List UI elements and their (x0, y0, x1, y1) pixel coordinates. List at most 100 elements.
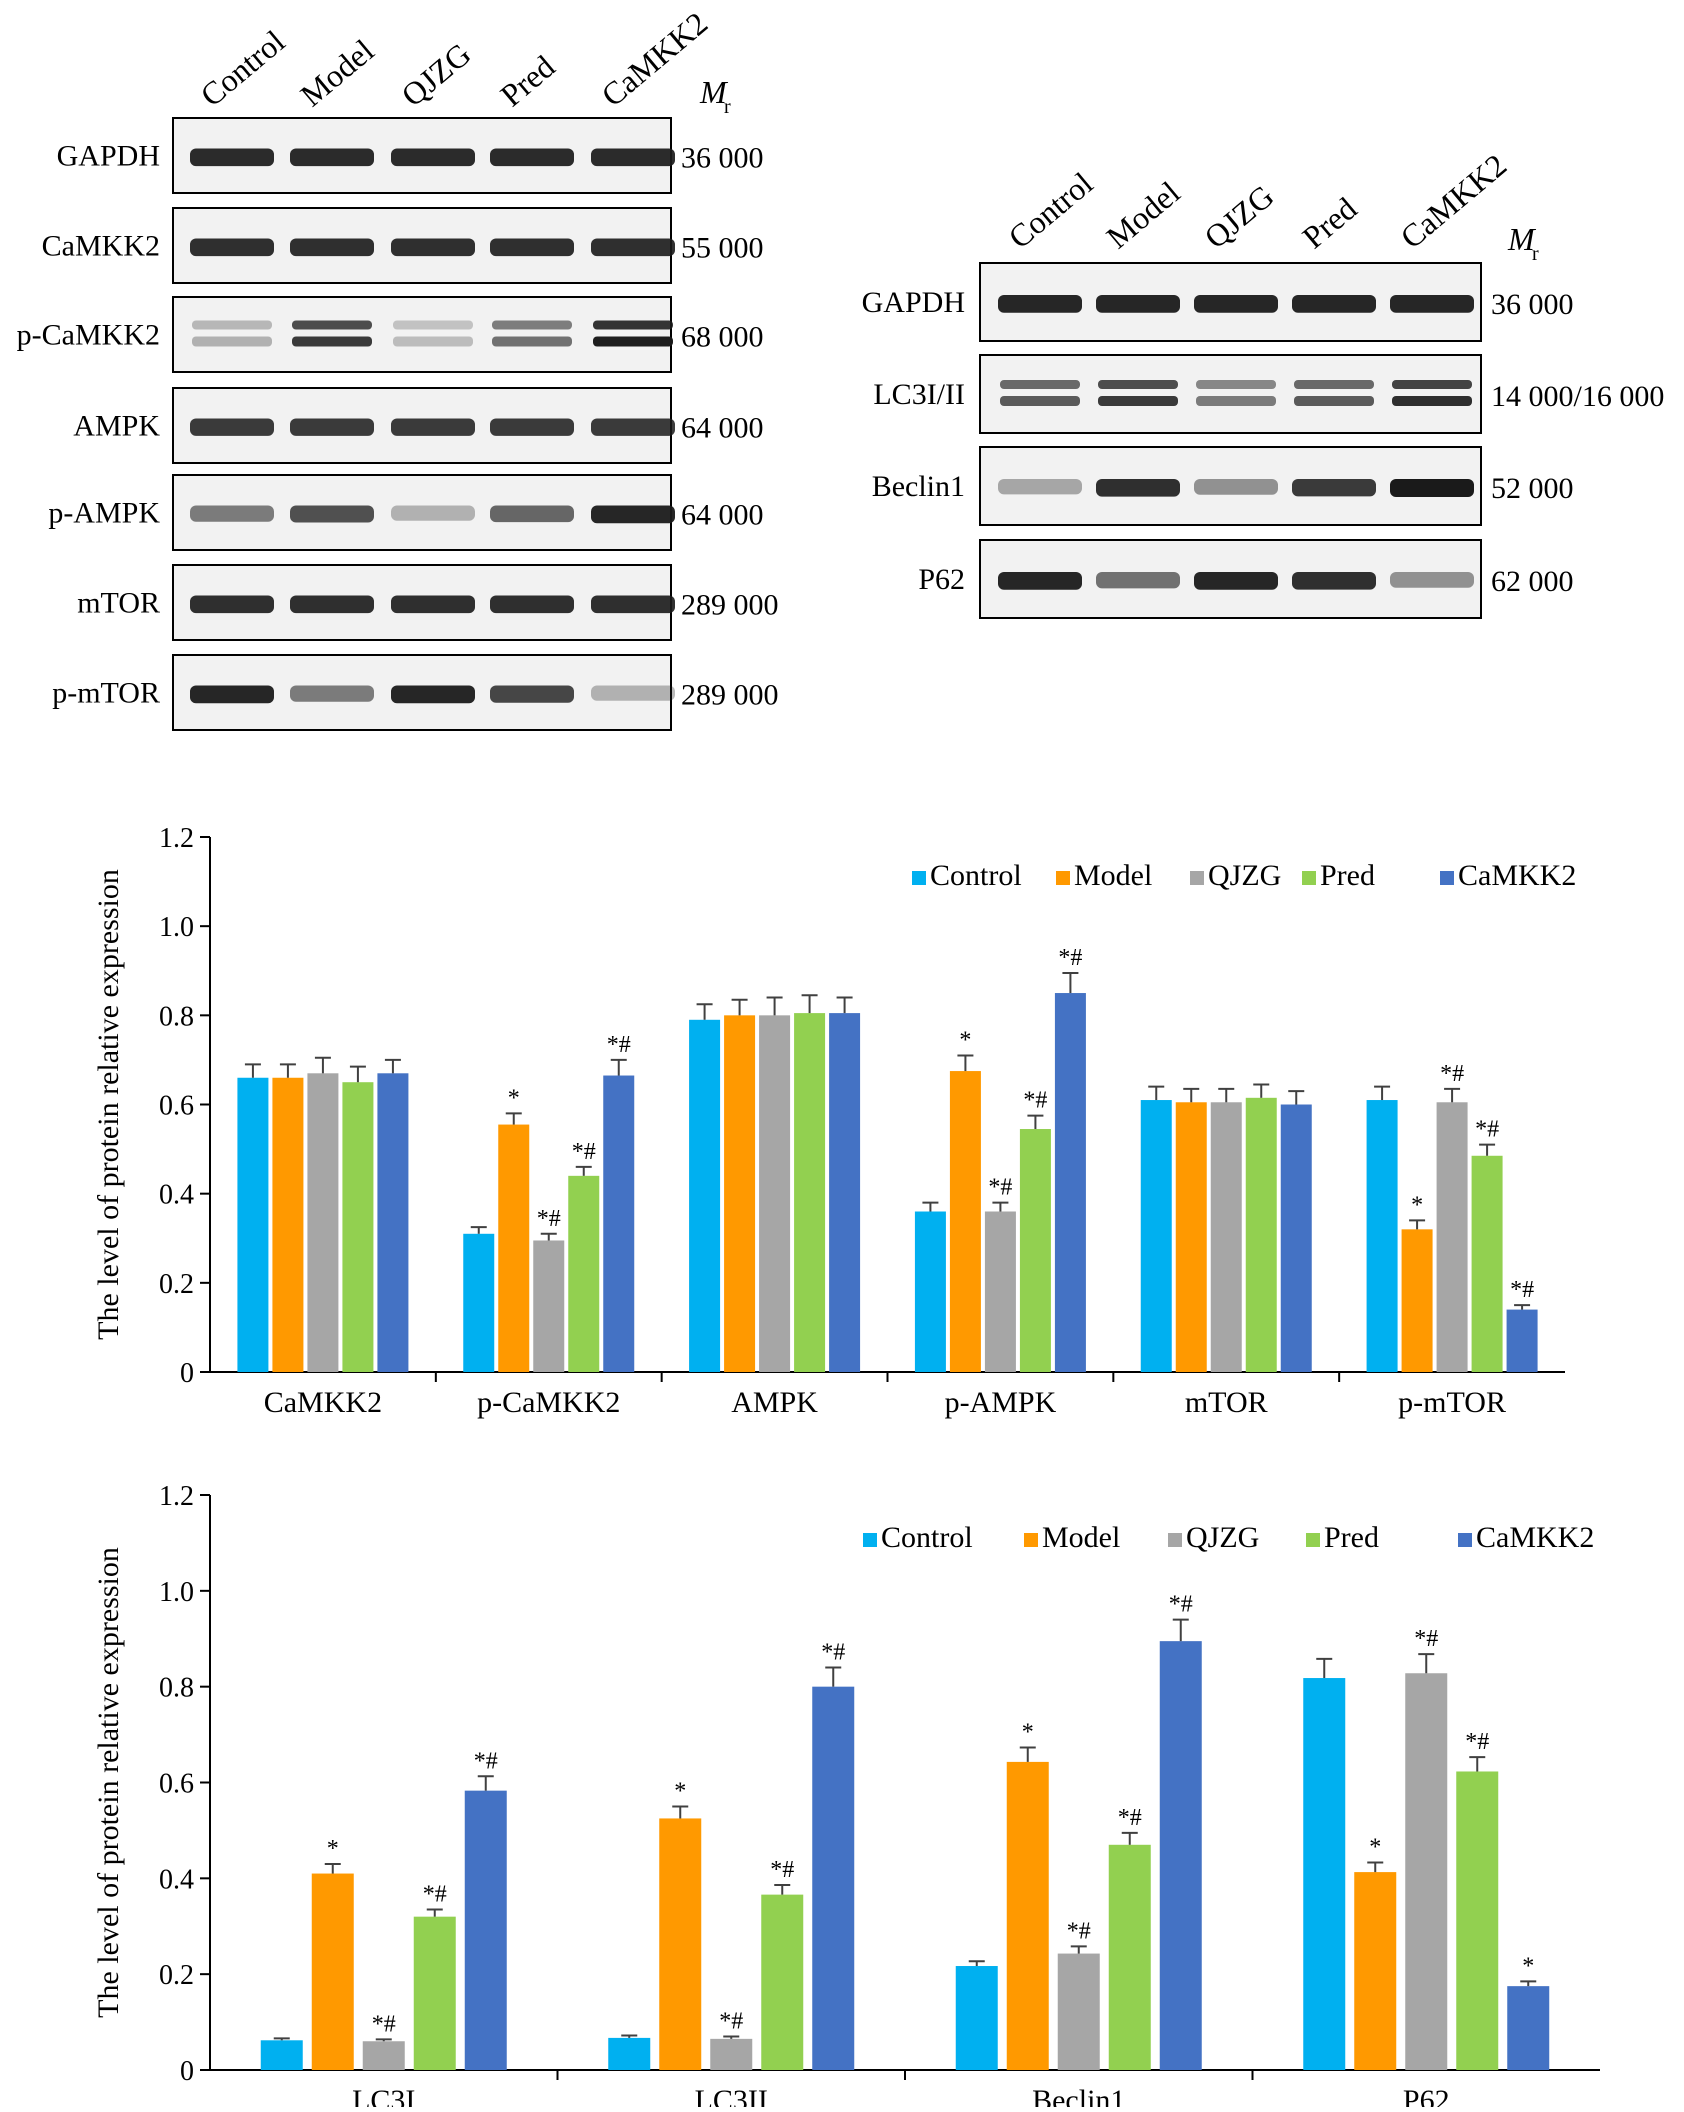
bar (812, 1686, 855, 2070)
bar (1108, 1844, 1151, 2070)
lane-label: CaMKK2 (594, 5, 714, 114)
bar (413, 1916, 456, 2070)
blot-band (998, 295, 1082, 313)
legend-label: Control (930, 859, 1022, 892)
bar (272, 1077, 304, 1372)
y-tick-label: 1.0 (159, 1577, 194, 1608)
blot-band (490, 148, 574, 167)
bar (603, 1075, 635, 1372)
significance-label: *# (474, 1748, 498, 1774)
blot-band (490, 595, 574, 614)
bar (1054, 993, 1086, 1372)
y-tick-label: 0.8 (159, 1673, 194, 1704)
significance-label: *# (1169, 1592, 1193, 1618)
x-tick-label: p-AMPK (945, 1386, 1057, 1419)
significance-label: *# (770, 1857, 794, 1883)
bar (949, 1071, 981, 1372)
blot-row: GAPDH 36 000 (862, 262, 1574, 342)
blot-band (190, 148, 274, 167)
blot-band (1294, 396, 1374, 406)
legend-swatch (1168, 1533, 1182, 1547)
y-tick-label: 0.2 (159, 1960, 194, 1991)
blot-band (1000, 380, 1080, 389)
bar (1471, 1155, 1503, 1372)
mr-label: M (699, 74, 729, 110)
y-tick-label: 1.2 (159, 1481, 194, 1512)
blot-band (1196, 380, 1276, 389)
bar (1245, 1097, 1277, 1372)
blot-band (591, 595, 675, 614)
legend-label: Model (1042, 1521, 1120, 1554)
blot-band (290, 238, 374, 257)
significance-label: *# (821, 1640, 845, 1666)
blot-band (190, 238, 274, 257)
bar (955, 1966, 998, 2070)
mr-subscript: r (724, 96, 731, 118)
x-tick-label: P62 (1403, 2084, 1450, 2107)
blot-band (1196, 396, 1276, 406)
blot-band (1098, 396, 1178, 406)
blot-band (591, 685, 675, 701)
blot-row: LC3I/II 14 000/16 000 (873, 354, 1664, 434)
protein-label: CaMKK2 (42, 230, 160, 263)
legend-swatch (1024, 1533, 1038, 1547)
blot-band (1292, 479, 1376, 497)
blot-band (393, 336, 473, 347)
bar (1436, 1102, 1468, 1372)
significance-label: *# (1465, 1729, 1489, 1755)
significance-label: * (1369, 1835, 1381, 1861)
molecular-weight-label: 64 000 (681, 499, 764, 532)
bar-chart-2: 0 0.2 0.4 0.6 0.8 1.0 1.2 The level of protein … (92, 1481, 1600, 2112)
blot-band (391, 238, 475, 257)
significance-label: *# (1067, 1918, 1091, 1944)
blot-band (190, 505, 274, 522)
significance-label: * (959, 1027, 971, 1053)
blot-band (1390, 295, 1474, 313)
x-tick-label: mTOR (1185, 1386, 1268, 1419)
blot-band (1194, 295, 1278, 313)
bar (311, 1873, 354, 2070)
legend-swatch (912, 871, 926, 885)
lane-label: Model (293, 32, 380, 113)
blot-row: P62 62 000 (918, 539, 1574, 619)
bar (724, 1015, 756, 1372)
molecular-weight-label: 62 000 (1491, 565, 1574, 598)
x-tick-label: p-mTOR (1398, 1386, 1506, 1419)
protein-label: AMPK (73, 410, 160, 443)
lane-label: CaMKK2 (1393, 147, 1513, 256)
bar (1140, 1100, 1172, 1372)
lane-label: Pred (493, 48, 561, 113)
blot-band (391, 418, 475, 436)
significance-label: * (1522, 1953, 1534, 1979)
molecular-weight-label: 289 000 (681, 589, 779, 622)
protein-label: GAPDH (57, 140, 160, 173)
blot-band (492, 336, 572, 347)
bar (794, 1013, 826, 1372)
molecular-weight-label: 55 000 (681, 232, 764, 265)
legend-swatch (1190, 871, 1204, 885)
blot-band (290, 685, 374, 702)
blot-band (1194, 572, 1278, 590)
bar (307, 1073, 339, 1372)
legend-swatch (1306, 1533, 1320, 1547)
bar (1057, 1953, 1100, 2070)
blot-band (393, 320, 473, 330)
y-tick-label: 0.4 (159, 1180, 194, 1211)
bar (464, 1790, 507, 2070)
blot-band (391, 595, 475, 614)
legend-label: Pred (1320, 859, 1375, 892)
x-tick-label: LC3I (352, 2084, 415, 2107)
blot-band (190, 418, 274, 436)
blot-band (192, 320, 272, 330)
y-axis-label: The level of protein relative expression (92, 1547, 125, 2018)
protein-label: P62 (918, 563, 965, 596)
legend-label: Control (881, 1521, 973, 1554)
significance-label: *# (607, 1032, 631, 1058)
bar (1401, 1229, 1433, 1372)
significance-label: * (508, 1085, 520, 1111)
legend-swatch (1056, 871, 1070, 885)
blot-band (998, 572, 1082, 590)
blot-band (1390, 572, 1474, 588)
blot-band (290, 505, 374, 523)
